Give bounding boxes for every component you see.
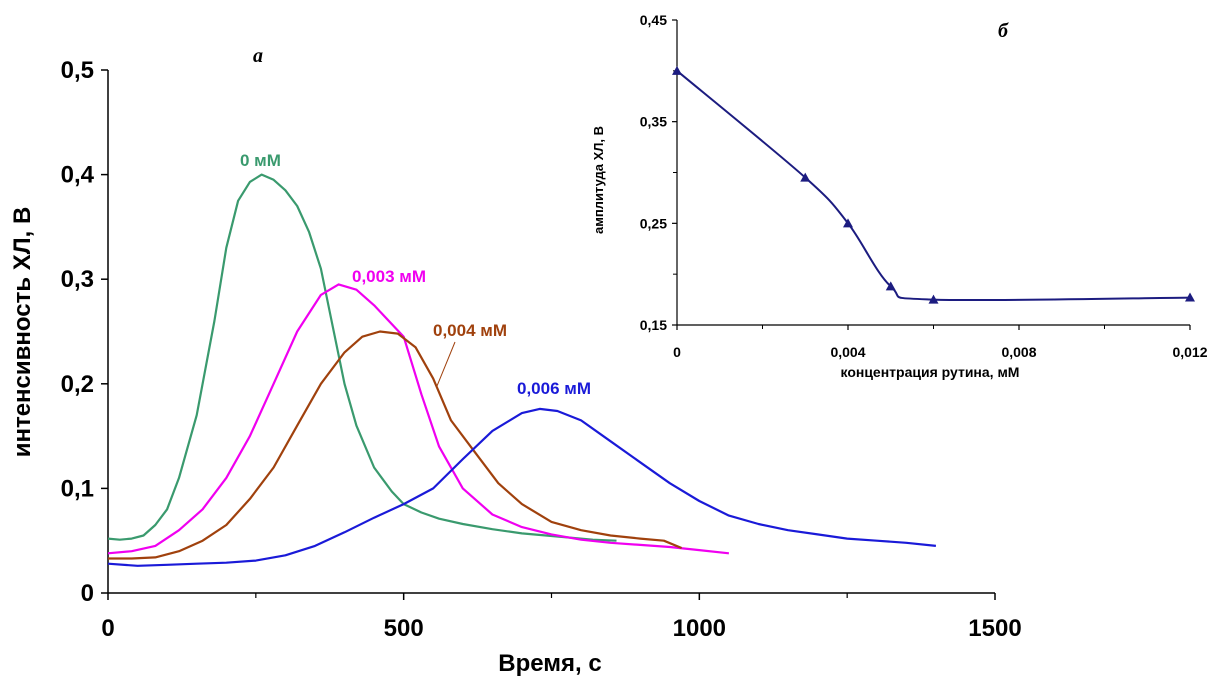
- main-x-axis-label: Время, с: [498, 650, 601, 677]
- inset-x-tick-label: 0,004: [830, 344, 865, 360]
- inset-panel-letter: б: [998, 20, 1009, 42]
- main-y-tick-label: 0,3: [61, 266, 94, 293]
- inset-data-point: [1185, 292, 1195, 302]
- main-y-tick-label: 0: [81, 580, 94, 607]
- inset-x-tick-label: 0,008: [1001, 344, 1036, 360]
- inset-x-axis-label: концентрация рутина, мМ: [841, 364, 1020, 380]
- main-series-line-2: [108, 330, 683, 560]
- inset-y-tick-label: 0,25: [640, 215, 667, 231]
- main-x-tick-label: 1000: [673, 615, 726, 642]
- main-y-tick-label: 0,1: [61, 475, 94, 502]
- main-chart: 00,10,20,30,40,50 500 1000 1500 а Время, с …: [9, 45, 1022, 677]
- inset-y-axis-label: амплитуда ХЛ, В: [591, 126, 606, 234]
- inset-data-point: [928, 294, 939, 304]
- inset-data-point: [843, 218, 853, 228]
- main-series-line-0: [107, 173, 617, 542]
- main-series-line-1: [107, 283, 730, 555]
- main-series-line-3: [107, 407, 937, 567]
- main-x-tick-label: 1500: [968, 615, 1021, 642]
- inset-y-tick-label: 0,45: [640, 12, 667, 28]
- inset-x-tick-label: 0,012: [1172, 344, 1207, 360]
- label-0004mm-leader: [436, 341, 456, 387]
- inset-data-point: [800, 172, 811, 182]
- inset-chart: 0,15 0,25 0,35 0,45 0 0,004 0,008 0,012 б конце…: [591, 12, 1208, 380]
- label-series-0mm: 0 мМ: [240, 151, 281, 170]
- main-panel-letter: а: [253, 45, 263, 67]
- main-y-tick-label: 0,4: [61, 162, 95, 189]
- main-y-tick-label: 0,2: [61, 371, 94, 398]
- inset-x-tick-label: 0: [673, 344, 681, 360]
- label-series-0004mm: 0,004 мМ: [433, 321, 507, 340]
- main-x-tick-label: 0: [101, 615, 114, 642]
- inset-series-line: [676, 70, 1191, 302]
- inset-y-tick-label: 0,15: [640, 317, 667, 333]
- main-x-tick-label: 500: [384, 615, 424, 642]
- main-y-tick-label: 0,5: [61, 57, 94, 84]
- label-series-0003mm: 0,003 мМ: [352, 267, 426, 286]
- inset-y-tick-label: 0,35: [640, 114, 667, 130]
- inset-data-point: [885, 281, 896, 291]
- main-y-axis-label: интенсивность ХЛ, В: [9, 207, 36, 458]
- inset-data-point: [672, 65, 682, 75]
- label-series-0006mm: 0,006 мМ: [517, 379, 591, 398]
